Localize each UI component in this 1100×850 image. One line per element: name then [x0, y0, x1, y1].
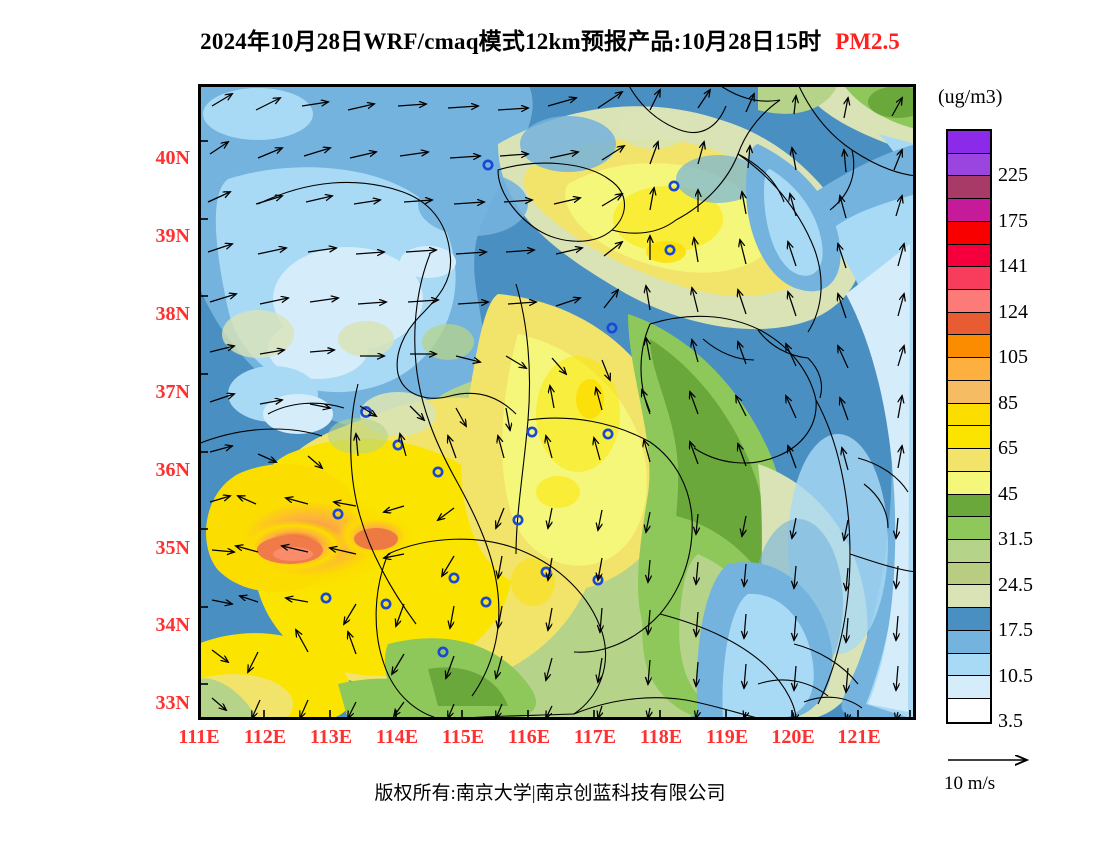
y-axis-label-36n: 36N — [155, 459, 190, 481]
colorbar-cell-1 — [948, 153, 990, 177]
colorbar-cell-8 — [948, 312, 990, 336]
colorbar-cell-13 — [948, 426, 990, 450]
colorbar-cell-17 — [948, 517, 990, 540]
y-axis-label-34n: 34N — [155, 614, 190, 636]
colorbar-tick-31.5: 31.5 — [998, 528, 1033, 551]
colorbar-cell-3 — [948, 199, 990, 222]
province-boundaries — [198, 84, 916, 720]
x-axis-label-114e: 114E — [375, 726, 419, 748]
page-title: 2024年10月28日WRF/cmaq模式12km预报产品:10月28日15时 P… — [0, 22, 1100, 56]
map-canvas[interactable] — [198, 84, 916, 720]
wind-vectors — [207, 90, 904, 720]
colorbar-tick-3.5: 3.5 — [998, 710, 1023, 732]
x-axis-label-117e: 117E — [573, 726, 617, 748]
title-species-text: PM2.5 — [835, 29, 900, 54]
colorbar-cell-10 — [948, 358, 990, 381]
colorbar-cell-22 — [948, 630, 990, 654]
colorbar-cell-20 — [948, 585, 990, 609]
colorbar-tick-124: 124 — [998, 300, 1028, 323]
city-markers[interactable] — [320, 159, 680, 658]
colorbar-cell-18 — [948, 539, 990, 563]
colorbar-tick-24.5: 24.5 — [998, 573, 1033, 596]
title-main-text: 2024年10月28日WRF/cmaq模式12km预报产品:10月28日15时 — [200, 29, 822, 54]
y-axis-label-35n: 35N — [155, 537, 190, 559]
y-axis-label-40n: 40N — [155, 147, 190, 169]
colorbar-cell-12 — [948, 403, 990, 427]
forecast-map[interactable] — [198, 84, 916, 720]
colorbar-tick-10.5: 10.5 — [998, 664, 1033, 687]
colorbar-tick-105: 105 — [998, 346, 1028, 369]
colorbar-cell-19 — [948, 562, 990, 586]
colorbar-cell-16 — [948, 494, 990, 518]
colorbar-cell-2 — [948, 176, 990, 200]
colorbar-tick-45: 45 — [998, 482, 1018, 505]
map-frame — [198, 84, 916, 720]
x-axis-label-121e: 121E — [837, 726, 881, 748]
wind-scale-label: 10 m/s — [944, 773, 996, 794]
colorbar-cell-14 — [948, 449, 990, 472]
copyright-footer: 版权所有:南京大学|南京创蓝科技有限公司 — [374, 783, 726, 804]
colorbar-cell-0 — [948, 131, 990, 154]
y-axis-label-39n: 39N — [155, 225, 190, 247]
colorbar-tick-17.5: 17.5 — [998, 619, 1033, 642]
colorbar-cell-11 — [948, 380, 990, 404]
contour-field — [198, 84, 916, 720]
arrow-right-icon — [948, 750, 1064, 772]
x-axis-label-112e: 112E — [243, 726, 287, 748]
colorbar-tick-225: 225 — [998, 164, 1028, 187]
colorbar-tick-85: 85 — [998, 391, 1018, 414]
colorbar-tick-65: 65 — [998, 437, 1018, 460]
x-axis-label-119e: 119E — [705, 726, 749, 748]
colorbar[interactable] — [946, 129, 992, 724]
colorbar-tick-175: 175 — [998, 209, 1028, 232]
y-axis-label-38n: 38N — [155, 303, 190, 325]
colorbar-cell-7 — [948, 290, 990, 313]
y-axis-label-37n: 37N — [155, 381, 190, 403]
colorbar-cell-15 — [948, 471, 990, 495]
x-axis-label-115e: 115E — [441, 726, 485, 748]
wind-scale-legend: 10 m/s — [944, 750, 1094, 795]
colorbar-cell-23 — [948, 653, 990, 677]
x-axis-label-113e: 113E — [309, 726, 353, 748]
colorbar-cell-4 — [948, 221, 990, 245]
colorbar-cell-9 — [948, 335, 990, 359]
x-axis-label-120e: 120E — [771, 726, 815, 748]
x-axis-label-116e: 116E — [507, 726, 551, 748]
colorbar-cell-24 — [948, 676, 990, 699]
x-axis-label-111e: 111E — [178, 726, 220, 748]
y-axis-label-33n: 33N — [155, 692, 190, 714]
colorbar-units-label: (ug/m3) — [938, 86, 1003, 108]
colorbar-cell-6 — [948, 267, 990, 291]
x-axis-label-118e: 118E — [639, 726, 683, 748]
colorbar-cell-25 — [948, 698, 990, 722]
colorbar-tick-141: 141 — [998, 255, 1028, 278]
colorbar-cell-21 — [948, 608, 990, 631]
colorbar-cell-5 — [948, 244, 990, 268]
